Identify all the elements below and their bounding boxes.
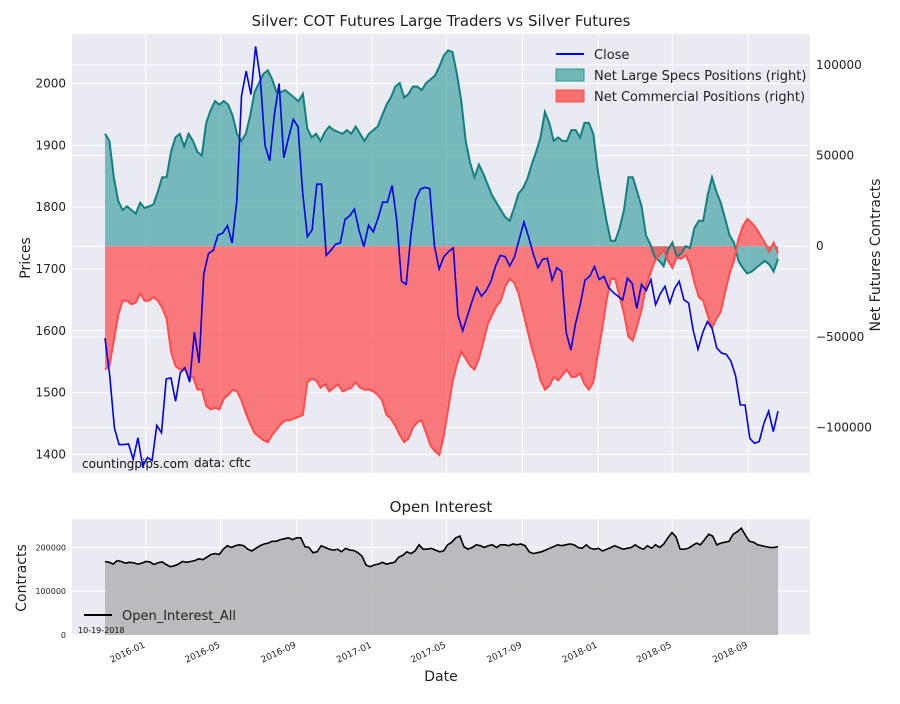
bottom-plot-marks [104, 526, 779, 635]
large-specs-area [105, 50, 778, 274]
close-price-line [104, 46, 779, 469]
top-right-tick-label: −100000 [816, 421, 872, 435]
bottom-y-tick-label: 200000 [35, 543, 66, 552]
commercial-area [105, 219, 778, 455]
top-left-tick-label: 1400 [35, 447, 66, 461]
top-right-tick-label: 50000 [816, 149, 854, 163]
top-chart-title: Silver: COT Futures Large Traders vs Sil… [252, 12, 631, 30]
top-plot-marks [104, 46, 779, 469]
bottom-y-axis-ticks: 0 100000 200000 [35, 543, 66, 640]
bottom-y-axis-label: Contracts [14, 544, 30, 612]
legend-swatch-commercial [555, 89, 585, 103]
bottom-legend: Open_Interest_All [84, 609, 236, 624]
top-right-tick-label: −50000 [816, 330, 864, 344]
commercial-line [104, 217, 779, 457]
legend-label-large-specs: Net Large Specs Positions (right) [594, 69, 806, 84]
open-interest-area [105, 528, 778, 635]
top-left-tick-label: 1500 [35, 386, 66, 400]
top-left-tick-label: 2000 [35, 76, 66, 90]
top-left-tick-label: 1600 [35, 324, 66, 338]
bottom-y-tick-label: 0 [61, 631, 66, 640]
open-interest-line [104, 526, 779, 568]
large-specs-line [104, 49, 779, 275]
top-left-axis-ticks: 1400 1500 1600 1700 1800 1900 2000 [35, 76, 66, 461]
source-credit: countingpips.com [82, 457, 189, 471]
report-date: 10-19-2018 [78, 626, 125, 635]
legend-label-commercial: Net Commercial Positions (right) [594, 90, 805, 105]
x-axis-label: Date [424, 669, 457, 685]
data-credit: data: cftc [194, 456, 251, 470]
bottom-y-tick-label: 100000 [35, 587, 66, 596]
legend-label-close: Close [594, 48, 629, 63]
top-right-axis-label: Net Futures Contracts [868, 179, 884, 332]
top-right-tick-label: 0 [816, 239, 824, 253]
top-left-axis-label: Prices [18, 237, 34, 278]
legend-label-open-interest: Open_Interest_All [122, 609, 236, 624]
legend-swatch-large-specs [555, 68, 585, 82]
top-left-tick-label: 1800 [35, 200, 66, 214]
top-right-axis-ticks: −100000 −50000 0 50000 100000 [816, 58, 872, 435]
bottom-chart-title: Open Interest [390, 498, 493, 516]
top-left-tick-label: 1700 [35, 262, 66, 276]
top-legend: Close Net Large Specs Positions (right) … [555, 48, 806, 105]
top-right-tick-label: 100000 [816, 58, 862, 72]
top-left-tick-label: 1900 [35, 138, 66, 152]
